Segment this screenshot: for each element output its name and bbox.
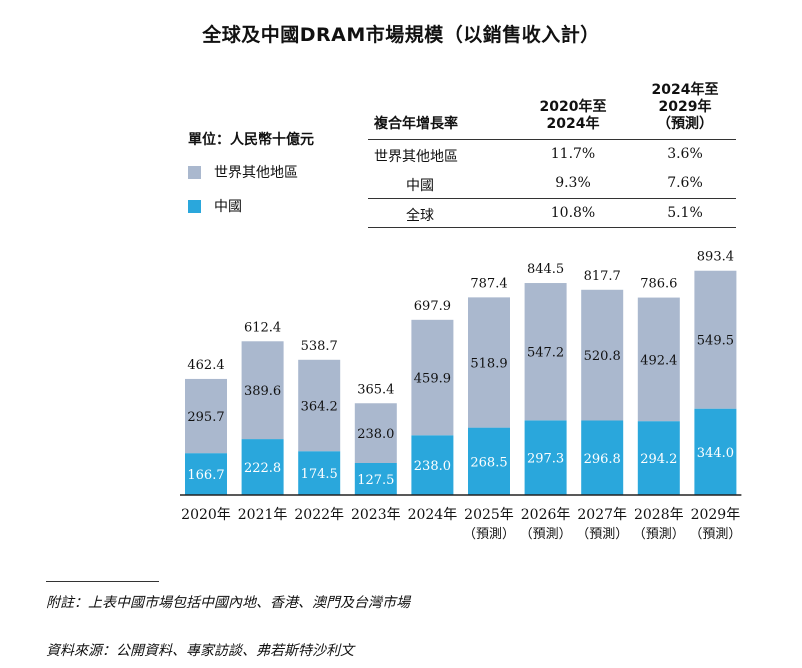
x-tick-sublabel: （預測）	[463, 527, 515, 542]
x-tick-label: 2022年	[294, 507, 344, 523]
cagr-row-global: 全球 10.8% 5.1%	[368, 198, 736, 228]
data-label-china: 238.0	[414, 459, 451, 474]
cagr-header-col1: 2020年至 2024年	[539, 99, 607, 132]
data-label-rest-of-world: 547.2	[527, 346, 564, 361]
legend-item-rest-of-world: 世界其他地區	[188, 162, 298, 182]
data-label-total: 462.4	[187, 358, 224, 373]
bar-segment-rest-of-world	[637, 297, 680, 422]
data-label-total: 697.9	[414, 299, 451, 314]
legend-swatch-rest-of-world	[188, 165, 201, 179]
bar-segment-china	[581, 420, 624, 495]
cagr-header-label: 複合年增長率	[374, 116, 458, 132]
data-label-china: 127.5	[357, 473, 394, 488]
data-label-total: 844.5	[527, 262, 564, 277]
data-label-rest-of-world: 518.9	[470, 356, 507, 371]
bar-segment-china	[694, 408, 737, 495]
data-label-china: 294.2	[640, 452, 677, 467]
bar-segment-china	[241, 439, 284, 495]
x-tick-sublabel: （預測）	[520, 527, 572, 542]
bar-segment-rest-of-world	[581, 289, 624, 421]
x-tick-label: 2025年	[464, 507, 514, 523]
bar-segment-rest-of-world	[185, 378, 227, 454]
bar-segment-china	[637, 421, 680, 495]
bar-segment-china	[185, 453, 227, 495]
data-label-china: 222.8	[244, 461, 281, 476]
x-tick-label: 2024年	[408, 507, 458, 523]
legend-item-china: 中國	[188, 196, 242, 216]
data-label-total: 787.4	[470, 276, 507, 291]
cagr-row-rest-of-world: 世界其他地區 11.7% 3.6%	[368, 140, 736, 169]
data-label-china: 174.5	[301, 467, 338, 482]
cagr-header: 複合年增長率 2020年至 2024年 2024年至 2029年 （預測）	[368, 75, 736, 140]
bar-segment-china	[411, 435, 454, 495]
source-note: 資料來源：公開資料、專家訪談、弗若斯特沙利文	[46, 643, 354, 659]
cagr-value-2024-2029: 5.1%	[667, 205, 703, 221]
data-label-rest-of-world: 295.7	[187, 410, 224, 425]
x-tick-label: 2026年	[521, 507, 571, 523]
cagr-value-2020-2024: 9.3%	[555, 175, 591, 191]
data-label-total: 893.4	[697, 250, 734, 265]
legend-label-china: 中國	[214, 199, 242, 215]
data-label-rest-of-world: 238.0	[357, 427, 394, 442]
data-label-china: 297.3	[527, 452, 564, 467]
data-label-china: 166.7	[187, 468, 224, 483]
x-tick-sublabel: （預測）	[689, 527, 741, 542]
x-tick-sublabel: （預測）	[633, 527, 685, 542]
cagr-row-label: 世界其他地區	[374, 149, 458, 165]
bar-segment-rest-of-world	[468, 297, 510, 428]
data-label-rest-of-world: 492.4	[640, 353, 677, 368]
data-label-rest-of-world: 549.5	[697, 334, 734, 349]
cagr-header-col2: 2024年至 2029年 （預測）	[651, 82, 719, 132]
data-label-china: 344.0	[697, 446, 734, 461]
cagr-row-label: 中國	[406, 178, 434, 194]
cagr-row-label: 全球	[406, 208, 434, 224]
data-label-total: 365.4	[357, 382, 394, 397]
bar-segment-rest-of-world	[411, 319, 454, 436]
data-label-total: 612.4	[244, 320, 281, 335]
bar-segment-rest-of-world	[524, 283, 567, 421]
data-label-total: 817.7	[584, 269, 621, 284]
x-tick-label: 2021年	[238, 507, 288, 523]
cagr-value-2024-2029: 7.6%	[667, 175, 703, 191]
data-label-china: 268.5	[470, 455, 507, 470]
bar-segment-china	[298, 451, 341, 495]
x-tick-label: 2029年	[691, 507, 741, 523]
data-label-rest-of-world: 364.2	[301, 399, 338, 414]
cagr-table: 複合年增長率 2020年至 2024年 2024年至 2029年 （預測） 世界…	[368, 75, 736, 228]
cagr-value-2024-2029: 3.6%	[667, 146, 703, 162]
data-label-china: 296.8	[584, 452, 621, 467]
bar-segment-china	[468, 427, 510, 495]
bar-segment-rest-of-world	[354, 403, 397, 463]
footnote-divider	[46, 581, 159, 582]
data-label-rest-of-world: 459.9	[414, 372, 451, 387]
x-tick-label: 2027年	[577, 507, 627, 523]
bar-segment-rest-of-world	[694, 270, 737, 409]
data-label-total: 786.6	[640, 277, 677, 292]
stacked-bar-chart: 166.7 295.7 462.4 2020年 222.8 389.6 612.4 2021年…	[180, 250, 741, 542]
unit-label: 單位：人民幣十億元	[188, 132, 314, 148]
legend-label-rest-of-world: 世界其他地區	[214, 165, 298, 181]
cagr-value-2020-2024: 11.7%	[550, 146, 596, 162]
bar-segment-rest-of-world	[298, 359, 341, 452]
footnote: 附註：上表中國市場包括中國內地、香港、澳門及台灣市場	[46, 595, 410, 611]
bar-segment-china	[524, 420, 567, 495]
cagr-value-2020-2024: 10.8%	[550, 205, 596, 221]
data-label-rest-of-world: 389.6	[244, 384, 281, 399]
data-label-rest-of-world: 520.8	[584, 349, 621, 364]
legend-swatch-china	[188, 199, 201, 213]
x-tick-label: 2023年	[351, 507, 401, 523]
x-tick-sublabel: （預測）	[576, 527, 628, 542]
data-label-total: 538.7	[301, 339, 338, 354]
chart-title: 全球及中國DRAM市場規模（以銷售收入計）	[202, 24, 600, 46]
cagr-row-china: 中國 9.3% 7.6%	[368, 169, 736, 198]
bar-segment-rest-of-world	[241, 341, 284, 440]
bar-segment-china	[354, 462, 397, 495]
x-tick-label: 2020年	[181, 507, 231, 523]
x-tick-label: 2028年	[634, 507, 684, 523]
